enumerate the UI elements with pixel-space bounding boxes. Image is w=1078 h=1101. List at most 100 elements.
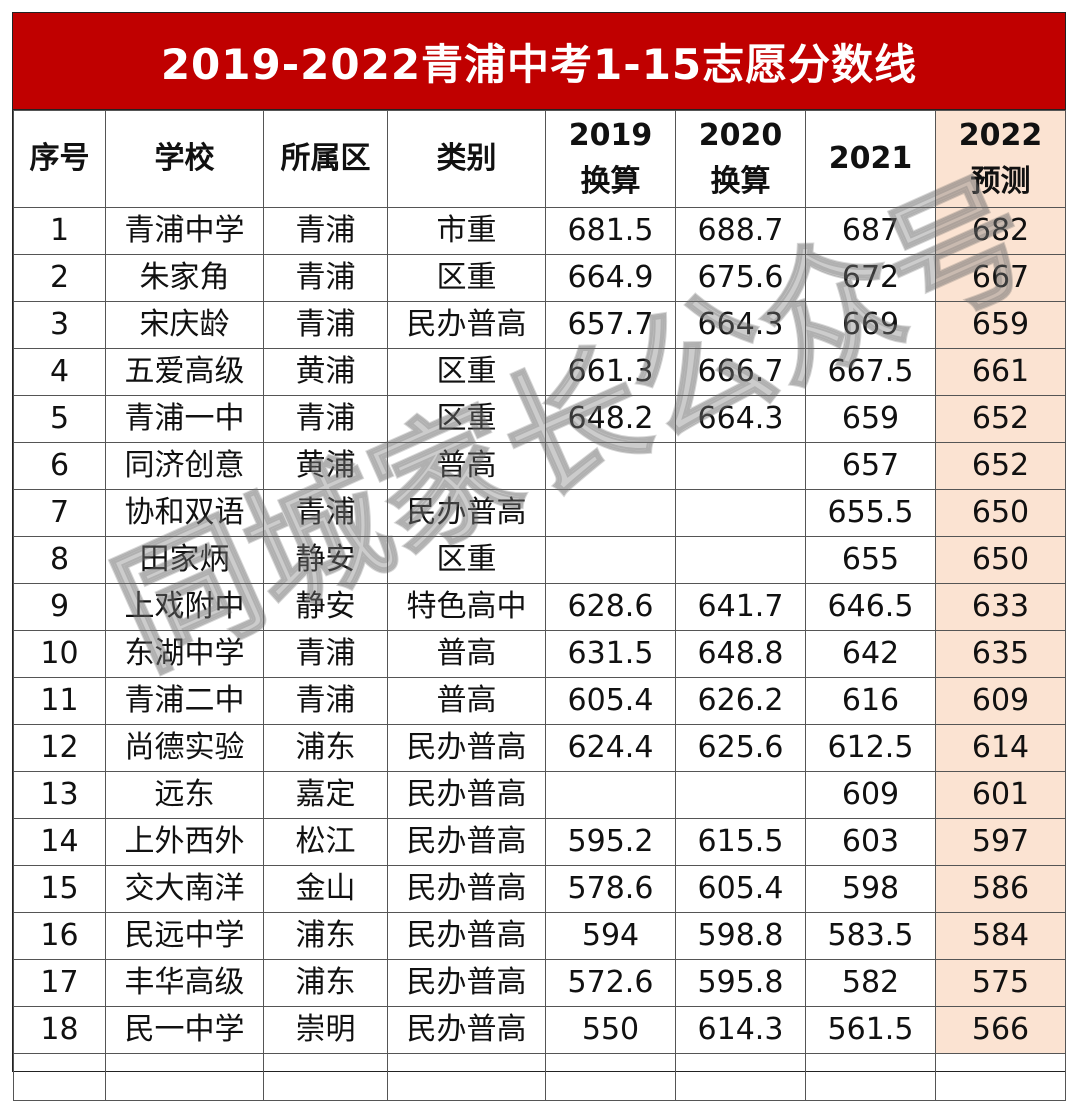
cell-index: 14 [13, 818, 106, 866]
cell-2021: 687 [805, 207, 936, 255]
header-2020-year: 2020 [698, 118, 783, 153]
cell-2021: 655.5 [805, 489, 936, 537]
cell-2020: 626.2 [675, 677, 806, 725]
cell-district: 黄浦 [263, 442, 388, 490]
header-2022-note: 预测 [970, 164, 1031, 199]
cell-school: 东湖中学 [105, 630, 264, 678]
cell-2019: 628.6 [545, 583, 676, 631]
cell-2021: 603 [805, 818, 936, 866]
cell-2021: 667.5 [805, 348, 936, 396]
header-2022-year: 2022 [958, 118, 1043, 153]
cell-2019: 595.2 [545, 818, 676, 866]
cell-2020: 625.6 [675, 724, 806, 772]
cell-index: 13 [13, 771, 106, 819]
cell-2019: 661.3 [545, 348, 676, 396]
cell-2021: 642 [805, 630, 936, 678]
table-row: 14 上外西外 松江 民办普高 595.2 615.5 603 597 [13, 818, 1066, 866]
cell-type: 区重 [387, 536, 546, 584]
cell-index: 8 [13, 536, 106, 584]
header-district: 所属区 [263, 110, 388, 208]
cell-school: 丰华高级 [105, 959, 264, 1007]
cell-type: 民办普高 [387, 912, 546, 960]
cell-index: 2 [13, 254, 106, 302]
cell-district: 青浦 [263, 301, 388, 349]
cell-2021: 561.5 [805, 1006, 936, 1054]
cell-2022: 682 [935, 207, 1066, 255]
cell-district: 青浦 [263, 677, 388, 725]
table-row: 2 朱家角 青浦 区重 664.9 675.6 672 667 [13, 254, 1066, 302]
cell-school: 协和双语 [105, 489, 264, 537]
cell-district: 嘉定 [263, 771, 388, 819]
table-row: 10 东湖中学 青浦 普高 631.5 648.8 642 635 [13, 630, 1066, 678]
cell-2022: 614 [935, 724, 1066, 772]
cell-2022: 652 [935, 395, 1066, 443]
cell-district: 松江 [263, 818, 388, 866]
cell-2022: 650 [935, 489, 1066, 537]
cell-2020: 664.3 [675, 395, 806, 443]
cell-2021: 659 [805, 395, 936, 443]
cell-type: 民办普高 [387, 865, 546, 913]
cell-2021: 616 [805, 677, 936, 725]
cell-2019 [545, 442, 676, 490]
header-2019-year: 2019 [568, 118, 653, 153]
cell-2020: 614.3 [675, 1006, 806, 1054]
cell-2020: 664.3 [675, 301, 806, 349]
table-row: 9 上戏附中 静安 特色高中 628.6 641.7 646.5 633 [13, 583, 1066, 631]
cell-2020: 615.5 [675, 818, 806, 866]
cell-index: 4 [13, 348, 106, 396]
cell-2020: 641.7 [675, 583, 806, 631]
cell-2022: 633 [935, 583, 1066, 631]
cell-2020: 648.8 [675, 630, 806, 678]
cell-2022: 650 [935, 536, 1066, 584]
table-row: 18 民一中学 崇明 民办普高 550 614.3 561.5 566 [13, 1006, 1066, 1054]
cell-2022: 584 [935, 912, 1066, 960]
cell-school: 交大南洋 [105, 865, 264, 913]
table-row: 6 同济创意 黄浦 普高 657 652 [13, 442, 1066, 490]
cell-2019: 664.9 [545, 254, 676, 302]
header-type: 类别 [387, 110, 546, 208]
cell-2019: 648.2 [545, 395, 676, 443]
header-index: 序号 [13, 110, 106, 208]
cell-type: 普高 [387, 677, 546, 725]
cell-district: 金山 [263, 865, 388, 913]
table-row: 16 民远中学 浦东 民办普高 594 598.8 583.5 584 [13, 912, 1066, 960]
cell-type: 特色高中 [387, 583, 546, 631]
cell-index: 11 [13, 677, 106, 725]
cell-index: 17 [13, 959, 106, 1007]
cell-district: 黄浦 [263, 348, 388, 396]
cell-2021: 598 [805, 865, 936, 913]
table-row: 13 远东 嘉定 民办普高 609 601 [13, 771, 1066, 819]
cell-index: 15 [13, 865, 106, 913]
cell-2020 [675, 442, 806, 490]
cell-index: 5 [13, 395, 106, 443]
cell-2022: 586 [935, 865, 1066, 913]
cell-2019: 631.5 [545, 630, 676, 678]
cell-2022: 652 [935, 442, 1066, 490]
cell-type: 普高 [387, 442, 546, 490]
cell-2021: 612.5 [805, 724, 936, 772]
cell-school: 上戏附中 [105, 583, 264, 631]
cell-2019: 578.6 [545, 865, 676, 913]
cell-2021: 669 [805, 301, 936, 349]
cell-school: 青浦二中 [105, 677, 264, 725]
cell-school: 民一中学 [105, 1006, 264, 1054]
header-school: 学校 [105, 110, 264, 208]
cell-type: 民办普高 [387, 818, 546, 866]
cell-2022: 575 [935, 959, 1066, 1007]
cell-type: 民办普高 [387, 301, 546, 349]
cell-index: 3 [13, 301, 106, 349]
cell-type: 民办普高 [387, 771, 546, 819]
cell-type: 民办普高 [387, 489, 546, 537]
score-table: 序号 学校 所属区 类别 2019 换算 2020 换算 2021 2022 预… [13, 110, 1066, 1101]
cell-district: 崇明 [263, 1006, 388, 1054]
cell-2019: 572.6 [545, 959, 676, 1007]
cell-district: 浦东 [263, 724, 388, 772]
cell-district: 青浦 [263, 207, 388, 255]
cell-school: 青浦一中 [105, 395, 264, 443]
header-2019-note: 换算 [580, 164, 641, 199]
cell-school: 青浦中学 [105, 207, 264, 255]
header-2020-note: 换算 [710, 164, 771, 199]
cell-type: 民办普高 [387, 959, 546, 1007]
cell-district: 青浦 [263, 395, 388, 443]
table-row: 4 五爱高级 黄浦 区重 661.3 666.7 667.5 661 [13, 348, 1066, 396]
